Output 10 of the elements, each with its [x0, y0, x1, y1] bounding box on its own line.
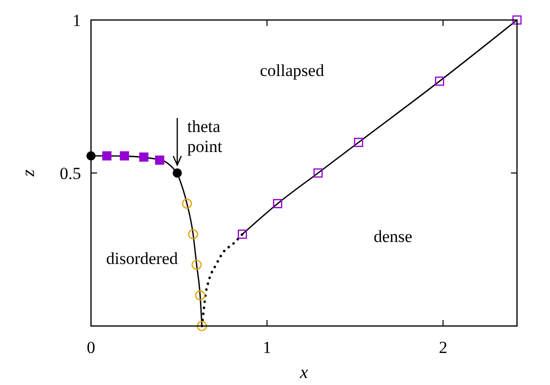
y-tick-label: 0.5: [60, 164, 81, 183]
annotation: disordered: [106, 249, 178, 268]
annotation: theta point: [187, 117, 222, 156]
annotation: collapsed: [260, 61, 325, 80]
x-axis-title: x: [299, 362, 308, 382]
x-tick-label: 2: [438, 338, 448, 357]
x-tick-label: 1: [262, 338, 272, 357]
y-axis-title: z: [18, 169, 38, 178]
annotation: dense: [374, 227, 412, 246]
x-tick-label: 0: [86, 338, 96, 357]
